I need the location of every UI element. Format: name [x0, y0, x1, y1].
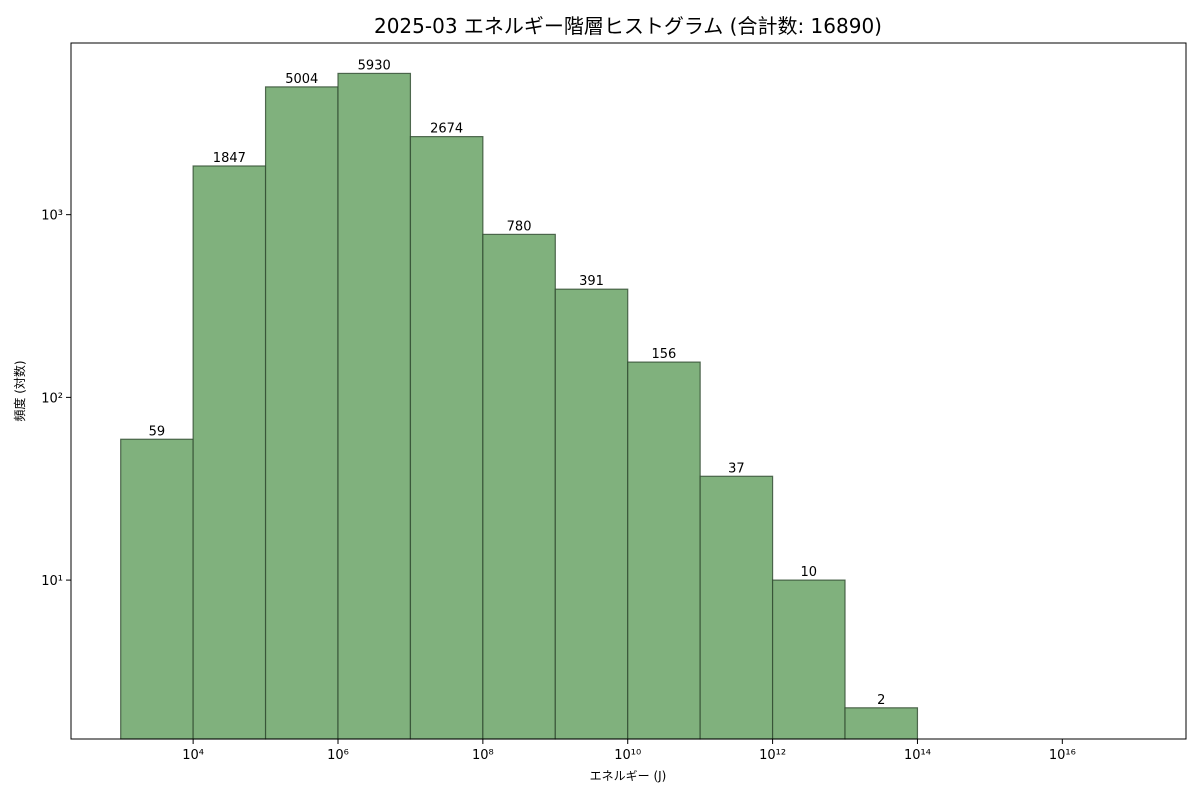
- chart-title: 2025-03 エネルギー階層ヒストグラム (合計数: 16890): [374, 14, 882, 38]
- y-axis-label: 頻度 (対数): [12, 360, 27, 421]
- bar: [409, 136, 484, 740]
- data-label: 780: [507, 219, 532, 234]
- x-tick-label: 10⁶: [327, 748, 349, 763]
- x-axis-label: エネルギー (J): [590, 769, 667, 783]
- data-label: 156: [652, 347, 677, 362]
- x-tick-label: 10¹⁰: [614, 748, 641, 763]
- y-tick-label: 10¹: [41, 574, 63, 589]
- bar: [771, 579, 846, 740]
- x-tick-label: 10⁸: [472, 748, 494, 763]
- bar: [192, 165, 267, 740]
- bar: [120, 438, 194, 740]
- bar: [627, 361, 701, 740]
- bar: [554, 288, 629, 740]
- y-tick-label: 10²: [41, 391, 63, 406]
- x-tick-label: 10¹⁶: [1049, 748, 1076, 763]
- data-label: 5004: [285, 72, 318, 87]
- bar: [699, 475, 774, 740]
- data-label: 5930: [358, 58, 391, 73]
- x-tick-label: 10⁴: [182, 748, 204, 763]
- x-tick-label: 10¹⁴: [904, 748, 931, 763]
- y-tick-label: 10³: [41, 209, 63, 224]
- data-label: 10: [801, 565, 818, 580]
- bar: [482, 233, 556, 740]
- bar: [844, 707, 919, 740]
- plot-frame: [70, 42, 1187, 740]
- bar: [337, 72, 412, 740]
- data-label: 2674: [430, 122, 463, 137]
- bar: [264, 86, 339, 740]
- data-label: 59: [149, 424, 166, 439]
- data-label: 2: [877, 693, 885, 708]
- data-label: 1847: [213, 151, 246, 166]
- data-label: 391: [579, 274, 604, 289]
- data-label: 37: [728, 461, 745, 476]
- x-tick-label: 10¹²: [759, 748, 786, 763]
